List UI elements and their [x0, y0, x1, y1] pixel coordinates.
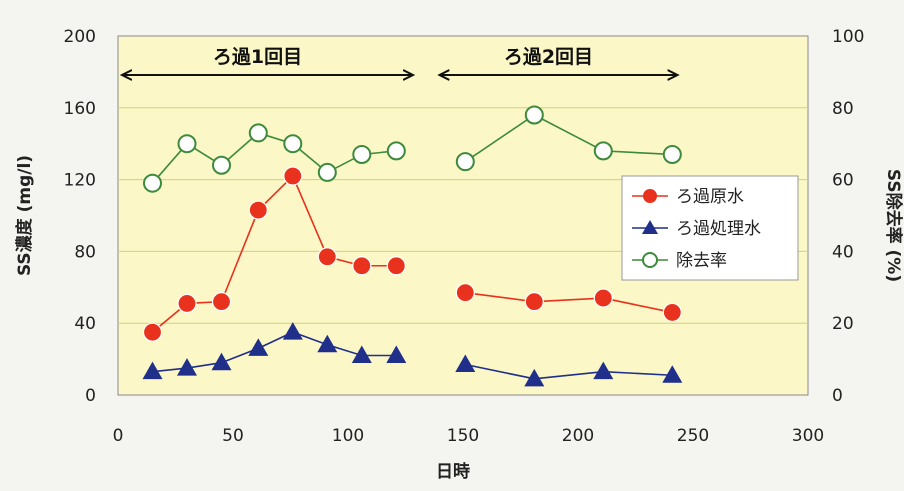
- y-tick-label: 80: [74, 242, 96, 262]
- data-point: [593, 361, 614, 380]
- y-tick-label: 120: [64, 171, 96, 191]
- data-point: [177, 358, 197, 376]
- data-point: [662, 365, 683, 383]
- series-2: [143, 105, 682, 193]
- series-line: [152, 331, 397, 373]
- data-point: [593, 288, 613, 308]
- legend-label: ろ過原水: [676, 187, 744, 207]
- data-point: [662, 302, 682, 323]
- y-tick-label: 160: [64, 99, 96, 119]
- legend-marker-shape: [642, 252, 658, 268]
- data-point: [351, 345, 372, 364]
- data-point: [142, 361, 163, 380]
- data-point: [282, 322, 303, 340]
- data-point: [352, 144, 372, 164]
- data-point: [283, 134, 303, 154]
- y2-tick-label: 40: [832, 242, 854, 262]
- x-axis-title: 日時: [436, 461, 470, 482]
- data-point: [524, 368, 545, 387]
- data-point: [317, 162, 337, 182]
- data-point: [142, 322, 163, 342]
- series-layer: [142, 105, 683, 387]
- y-tick-label: 0: [85, 386, 96, 406]
- series-0: [142, 166, 682, 342]
- legend-marker-shape: [642, 220, 658, 234]
- x-tick-labels: 0 50 100 150 200 250 300: [113, 426, 825, 446]
- y-tick-labels: 0 40 80 120 160 200: [64, 27, 96, 406]
- data-point: [386, 141, 406, 161]
- y-axis-title: SS濃度 (mg/l): [14, 155, 35, 276]
- y2-tick-labels: 0 20 40 60 80 100: [832, 27, 864, 406]
- data-point: [177, 134, 197, 154]
- data-point: [212, 155, 231, 175]
- legend-label: 除去率: [676, 251, 727, 271]
- data-point: [177, 293, 197, 314]
- y2-tick-label: 0: [832, 386, 843, 406]
- data-point: [352, 256, 372, 276]
- data-point: [662, 144, 682, 164]
- legend-marker: [643, 189, 657, 203]
- series-line: [465, 291, 673, 314]
- data-point: [524, 105, 544, 125]
- x-tick-label: 50: [222, 426, 244, 446]
- data-point: [593, 141, 613, 161]
- data-point: [317, 334, 338, 353]
- data-point: [248, 338, 269, 356]
- legend-marker: [642, 220, 658, 234]
- data-point: [211, 292, 232, 312]
- data-point: [317, 247, 337, 267]
- y2-axis-title: SS除去率 (%): [883, 169, 904, 282]
- x-tick-label: 300: [792, 426, 824, 446]
- annotation-label: ろ過1回目: [213, 46, 302, 68]
- series-line: [465, 363, 673, 380]
- x-tick-label: 200: [562, 426, 594, 446]
- legend-marker: [642, 252, 658, 268]
- data-point: [455, 354, 476, 372]
- annotations: ろ過1回目 ろ過2回目: [122, 46, 678, 75]
- y-tick-label: 200: [64, 27, 96, 47]
- series-1: [142, 322, 683, 387]
- data-point: [248, 200, 268, 220]
- x-tick-label: 150: [447, 426, 479, 446]
- data-point: [283, 166, 303, 186]
- y2-tick-label: 60: [832, 171, 854, 191]
- series-line: [464, 114, 673, 163]
- data-point: [455, 152, 475, 172]
- y2-tick-label: 20: [832, 314, 854, 334]
- data-point: [248, 123, 268, 143]
- y2-tick-label: 80: [832, 99, 854, 119]
- x-tick-label: 0: [113, 426, 124, 446]
- annotation-label: ろ過2回目: [504, 46, 593, 68]
- x-tick-label: 250: [677, 426, 709, 446]
- data-point: [455, 283, 475, 303]
- data-point: [386, 256, 406, 276]
- y2-tick-label: 100: [832, 27, 864, 47]
- y-tick-label: 40: [74, 314, 96, 334]
- legend-label: ろ過処理水: [676, 219, 761, 239]
- data-point: [386, 345, 407, 364]
- data-point: [524, 292, 544, 312]
- x-tick-label: 100: [332, 426, 364, 446]
- data-point: [211, 352, 232, 371]
- data-point: [143, 173, 162, 193]
- legend-marker-shape: [643, 189, 657, 203]
